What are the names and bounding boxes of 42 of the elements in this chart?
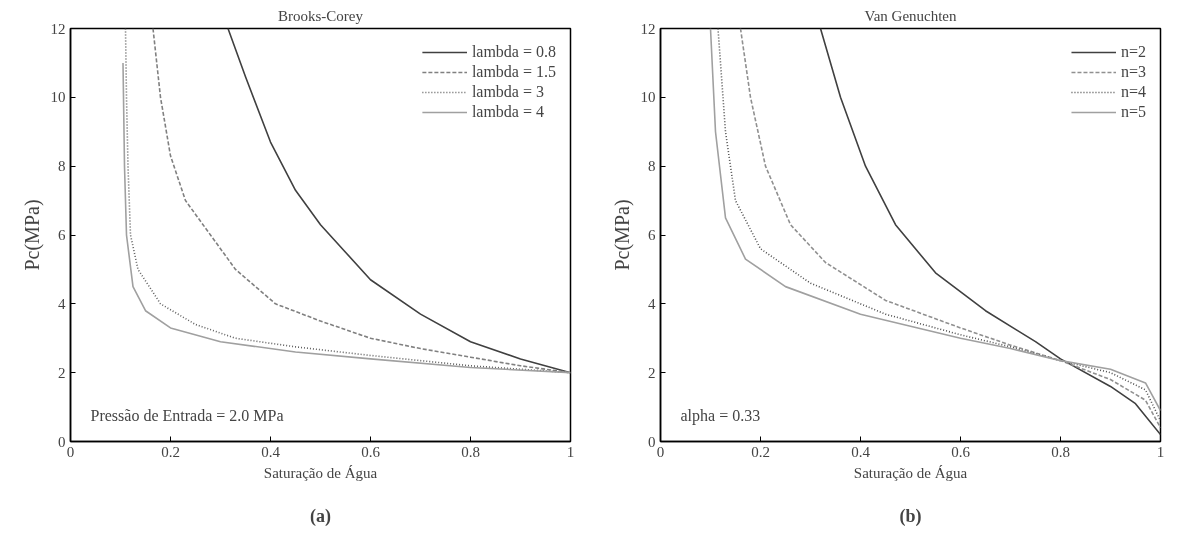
y-tick-label: 4 <box>648 295 656 312</box>
chart-title: Brooks-Corey <box>278 7 364 24</box>
annotation: Pressão de Entrada = 2.0 MPa <box>90 406 284 424</box>
x-axis-title: Saturação de Água <box>853 464 968 481</box>
x-tick-label: 0.8 <box>1051 443 1070 460</box>
x-tick-label: 1 <box>566 443 575 460</box>
legend-label: lambda = 1.5 <box>471 63 556 81</box>
x-axis-title: Saturação de Água <box>263 464 378 481</box>
y-tick-label: 2 <box>58 364 66 381</box>
line-series <box>819 28 1161 436</box>
x-tick-label: 0.8 <box>461 443 480 460</box>
legend-label: lambda = 4 <box>471 103 544 121</box>
text: (a) <box>310 505 332 527</box>
legend-label: lambda = 3 <box>471 83 544 101</box>
x-tick-label: 0.6 <box>951 443 971 460</box>
y-tick-label: 12 <box>50 20 66 37</box>
y-tick-label: 8 <box>58 158 66 175</box>
x-tick-label: 0.2 <box>751 443 770 460</box>
annotation: alpha = 0.33 <box>680 406 761 425</box>
y-tick-label: 4 <box>58 295 66 312</box>
y-axis-title: Pc(MPa) <box>610 199 634 271</box>
y-tick-label: 6 <box>58 227 66 243</box>
legend-label: n=2 <box>1120 43 1146 61</box>
x-tick-label: 0.4 <box>261 443 281 460</box>
x-tick-label: 0.6 <box>361 443 381 460</box>
x-tick-label: 1 <box>1156 443 1165 460</box>
legend-label: n=3 <box>1120 63 1146 81</box>
y-tick-label: 8 <box>648 158 656 175</box>
legend-label: lambda = 0.8 <box>471 43 556 61</box>
y-tick-label: 10 <box>50 89 66 106</box>
x-tick-label: 0.4 <box>851 443 871 460</box>
line-series <box>227 28 571 374</box>
y-tick-label: 6 <box>648 227 656 243</box>
y-tick-label: 10 <box>640 89 656 106</box>
y-tick-label: 2 <box>648 364 656 381</box>
text: (b) <box>899 505 922 527</box>
y-tick-label: 12 <box>640 20 656 37</box>
y-axis-title: Pc(MPa) <box>20 199 44 271</box>
legend-label: n=4 <box>1120 83 1146 101</box>
chart-title: Van Genuchten <box>864 7 958 24</box>
x-tick-label: 0.2 <box>161 443 180 460</box>
legend-label: n=5 <box>1120 103 1146 121</box>
